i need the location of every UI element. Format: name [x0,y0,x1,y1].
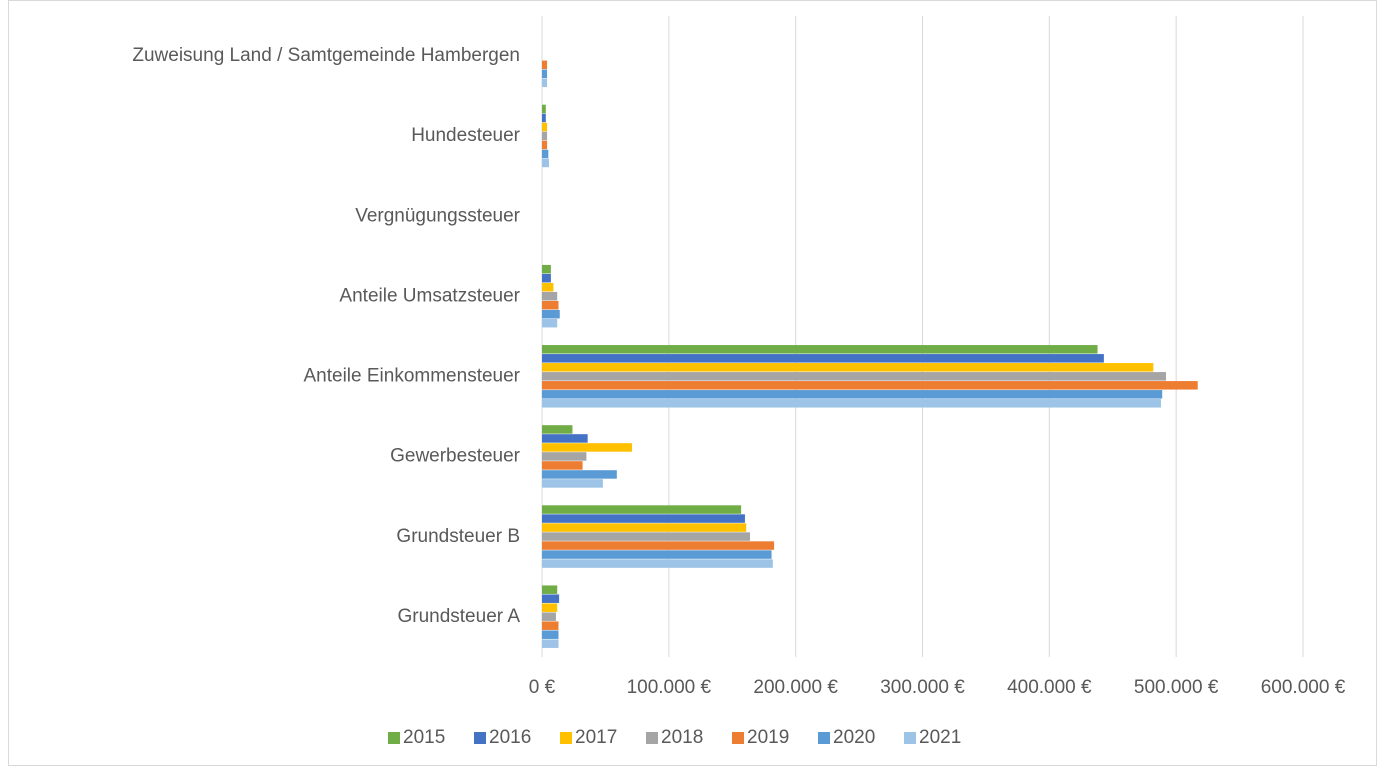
legend-label: 2016 [489,727,531,748]
bar [542,461,583,470]
bar [542,309,560,319]
legend-swatch [732,732,744,744]
bar [542,559,773,568]
bar [542,514,745,523]
bar [542,372,1167,381]
legend-label: 2020 [833,727,875,748]
bar [542,381,1198,390]
bar [542,273,551,283]
bar [542,434,588,443]
bar [542,122,548,132]
y-tick-label: Zuweisung Land / Samtgemeinde Hambergen [132,45,520,66]
bar [542,78,548,88]
chart-border [8,0,1377,766]
legend-label: 2018 [661,727,703,748]
y-tick-label: Grundsteuer B [396,526,520,547]
bar [542,603,558,612]
bar [542,69,548,79]
bar [542,345,1098,354]
legend-swatch [560,732,572,744]
x-tick-label: 100.000 € [627,677,712,698]
y-tick-label: Anteile Einkommensteuer [304,366,521,387]
bar [542,470,617,479]
bar [542,594,560,603]
bar [542,479,603,488]
x-tick-label: 200.000 € [753,677,838,698]
bar [542,60,548,70]
y-tick-label: Anteile Umsatzsteuer [339,285,520,306]
bar [542,282,554,292]
bar [542,505,742,514]
bar [542,523,747,532]
bar [542,585,558,594]
bar [542,131,548,141]
bar [542,452,587,461]
bar [542,291,558,301]
bar [542,550,772,559]
legend-label: 2017 [575,727,617,748]
legend-label: 2019 [747,727,789,748]
bar [542,425,573,434]
y-tick-label: Gewerbesteuer [390,446,521,467]
legend-swatch [474,732,486,744]
bar [542,399,1161,408]
bar [542,113,546,123]
bar [542,149,549,159]
bar [542,140,548,150]
legend-swatch [388,732,400,744]
x-tick-label: 0 € [529,677,556,698]
bar [542,264,551,274]
y-tick-label: Vergnügungssteuer [355,205,520,226]
bar [542,639,559,648]
bar [542,621,559,630]
x-tick-label: 500.000 € [1134,677,1219,698]
legend-swatch [646,732,658,744]
bar [542,158,549,168]
legend-label: 2021 [919,727,961,748]
bar [542,104,546,114]
y-tick-label: Hundesteuer [411,125,520,146]
legend-swatch [904,732,916,744]
x-tick-label: 600.000 € [1261,677,1346,698]
legend-label: 2015 [403,727,445,748]
bar [542,443,633,452]
legend-swatch [818,732,830,744]
bar [542,354,1104,363]
bar [542,390,1163,399]
bar [542,363,1154,372]
bar [542,318,558,328]
bar [542,612,556,621]
bar [542,630,559,639]
y-tick-label: Grundsteuer A [397,606,520,627]
x-tick-label: 300.000 € [880,677,965,698]
bar [542,541,775,550]
x-tick-label: 400.000 € [1007,677,1092,698]
bar [542,300,559,310]
bar [542,532,751,541]
